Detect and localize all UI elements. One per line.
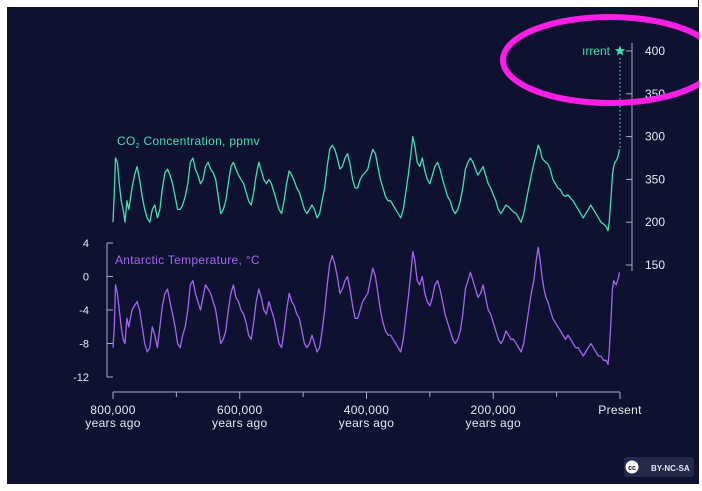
temperature-y-axis: 4 0 -4 -8 -12	[73, 238, 113, 384]
highlight-ellipse	[500, 14, 699, 106]
co2-tick-label: 350	[645, 172, 665, 186]
license-label: BY-NC-SA	[651, 464, 690, 473]
x-tick-label: 200,000	[471, 403, 517, 417]
cc-icon: cc	[625, 460, 639, 474]
x-tick-label: Present	[598, 403, 642, 417]
current-star-icon	[614, 45, 626, 56]
x-tick-sublabel: years ago	[212, 416, 267, 430]
temperature-tick-label: -8	[79, 339, 89, 351]
cc-icon-text: cc	[628, 465, 636, 472]
co2-tick-label: 400	[645, 44, 665, 58]
co2-label-suffix: Concentration, ppmv	[140, 134, 260, 148]
license-badge-bg	[624, 457, 694, 477]
co2-label-prefix: CO	[117, 134, 136, 148]
co2-tick-label: 300	[645, 130, 665, 144]
x-tick-sublabel: years ago	[339, 416, 394, 430]
x-tick-label: 400,000	[344, 403, 390, 417]
x-tick-label: 800,000	[90, 403, 136, 417]
current-label: ırrent	[582, 44, 611, 58]
co2-label-subscript: 2	[136, 143, 140, 150]
x-tick-label: 600,000	[217, 403, 263, 417]
co2-tick-label: 200	[645, 215, 665, 229]
temperature-tick-label: 4	[83, 238, 89, 250]
temperature-tick-label: -12	[73, 372, 89, 384]
temperature-series-label: Antarctic Temperature, °C	[115, 253, 260, 267]
co2-series-label: CO2 Concentration, ppmv	[117, 134, 260, 150]
x-tick-sublabel: years ago	[466, 416, 521, 430]
co2-tick-label: 150	[645, 258, 665, 272]
temperature-tick-label: -4	[79, 305, 89, 317]
x-tick-sublabel: years ago	[85, 416, 140, 430]
temperature-series-line	[112, 246, 621, 366]
co2-series-line	[112, 135, 621, 232]
temperature-tick-label: 0	[83, 272, 89, 284]
license-badge: cc BY-NC-SA	[624, 457, 694, 477]
chart-panel: 150 200 350 300 350 400 4 0 -4 -8 -12 800,000 year…	[7, 7, 699, 484]
